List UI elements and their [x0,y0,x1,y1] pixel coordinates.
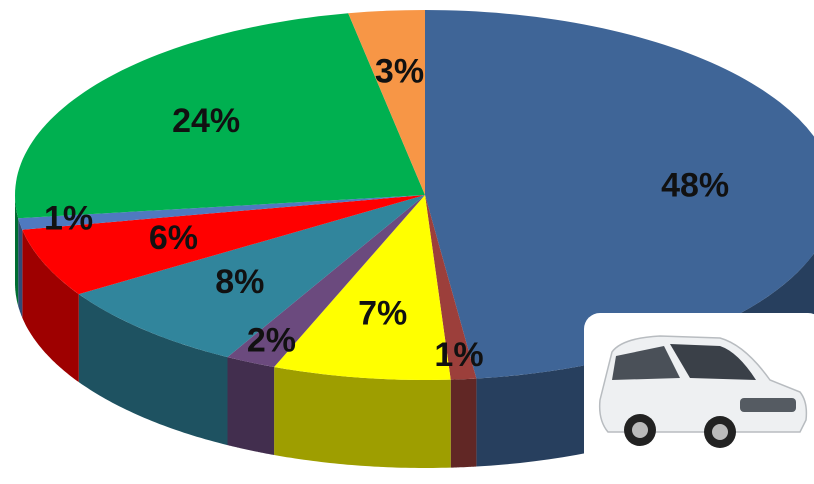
van-picture [584,313,814,484]
value-label: 1% [44,199,93,237]
van-windshield [670,344,756,380]
slice [274,195,451,380]
slice-side [227,357,275,455]
slice-side [22,229,79,383]
slice-side [18,218,23,318]
slice [15,13,425,219]
slice [18,195,425,230]
slice [22,195,426,295]
slice-side [78,294,228,446]
slice-side [450,378,477,468]
value-label: 7% [358,295,407,333]
van-grille [740,398,796,412]
van-hub [712,424,728,440]
pie-tops [15,10,814,380]
value-label: 2% [247,321,296,359]
value-label: 1% [434,336,483,374]
value-label: 48% [661,166,729,204]
slice [227,195,425,367]
slice-side [15,195,19,307]
value-label: 8% [215,263,264,301]
value-label: 24% [172,102,240,140]
van-side-window [612,346,680,380]
value-label: 3% [375,52,424,90]
slice [425,195,477,380]
pie-labels: 48% 1% 7% 2% 8% 6% 1% 24% 3% [44,52,729,374]
slice [425,10,814,379]
value-label: 6% [149,219,198,257]
van-hub [632,422,648,438]
slice [348,10,425,195]
slice-side [274,367,451,468]
slice [78,195,426,358]
